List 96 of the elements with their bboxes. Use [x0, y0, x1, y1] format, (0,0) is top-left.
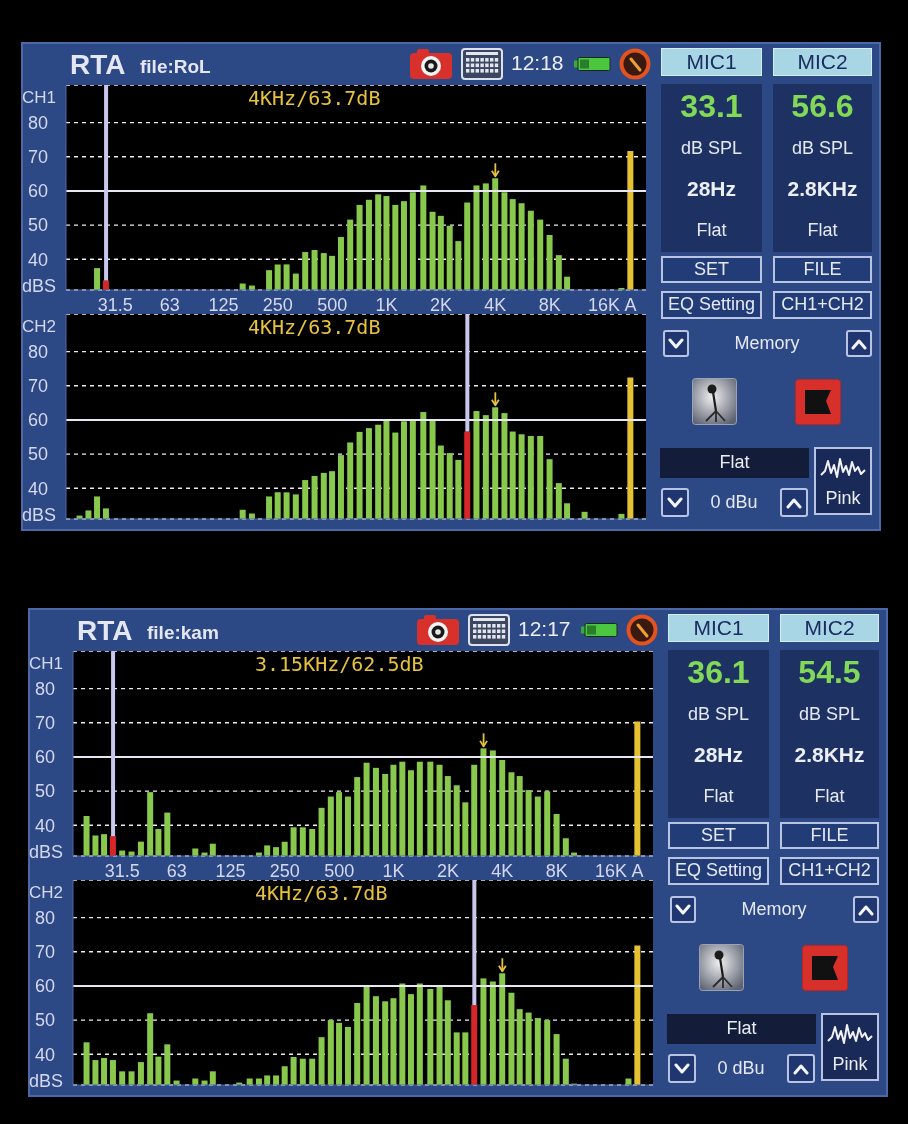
x-tick-label: A [624, 294, 637, 315]
x-tick-label: 125 [215, 860, 246, 881]
x-tick-label: A [631, 860, 644, 881]
chart-title: CH1 [29, 654, 64, 674]
text: dB SPL [680, 138, 743, 159]
chart-title: CH1 [22, 88, 57, 108]
text: dB SPL [791, 138, 854, 159]
x-tick-label: 31.5 [104, 860, 140, 881]
chart-title: CH2 [29, 883, 64, 903]
text: file:RoL [140, 55, 211, 79]
chart-title: CH2 [22, 317, 57, 337]
button: CH1+CH2 [780, 857, 879, 885]
y-tick-label: 80 [27, 112, 48, 133]
y-axis-title: dBS [22, 505, 57, 525]
x-tick-label: 16K [588, 294, 621, 315]
text: 56.6 [791, 88, 854, 125]
button: Pink [814, 447, 872, 515]
y-tick-label: 70 [27, 147, 48, 168]
y-tick-label: 50 [34, 1010, 55, 1031]
x-tick-label: 63 [166, 860, 187, 881]
annotation: 4KHz/63.7dB [248, 315, 381, 339]
y-tick-label: 80 [34, 678, 55, 699]
text: 0 dBu [710, 491, 758, 513]
annotation: 3.15KHz/62.5dB [255, 652, 424, 676]
y-tick-label: 40 [34, 1044, 55, 1065]
y-tick-label: 80 [27, 341, 48, 362]
text: dB SPL [798, 704, 861, 725]
y-tick-label: 40 [27, 249, 48, 270]
text: file:kam [147, 621, 219, 645]
text: Memory [741, 898, 807, 920]
text: 28Hz [693, 743, 744, 767]
x-tick-label: 63 [159, 294, 180, 315]
tab: MIC2 [780, 614, 879, 642]
button: Pink [821, 1013, 879, 1081]
text: 36.1 [687, 654, 750, 691]
y-axis-title: dBS [29, 1071, 64, 1091]
text: Flat [814, 786, 845, 807]
tab: MIC2 [773, 48, 872, 76]
tab: MIC1 [661, 48, 762, 76]
text: Flat [703, 786, 734, 807]
y-tick-label: 70 [34, 713, 55, 734]
y-tick-label: 50 [34, 781, 55, 802]
text: Memory [734, 332, 800, 354]
x-tick-label: 1K [382, 860, 405, 881]
button: SET [668, 822, 769, 849]
y-tick-label: 70 [34, 942, 55, 963]
text: 12:18 [511, 51, 564, 75]
button: EQ Setting [668, 857, 769, 885]
x-tick-label: 250 [269, 860, 300, 881]
y-tick-label: 40 [34, 815, 55, 836]
y-tick-label: 60 [34, 976, 55, 997]
y-tick-label: 60 [27, 181, 48, 202]
button: FILE [780, 822, 879, 849]
y-tick-label: 50 [27, 215, 48, 236]
x-tick-label: 500 [324, 860, 355, 881]
tab: MIC1 [668, 614, 769, 642]
x-tick-label: 8K [538, 294, 561, 315]
field: Flat [660, 448, 809, 478]
text: 2.8KHz [787, 177, 858, 201]
text: 54.5 [798, 654, 861, 691]
text: RTA [77, 614, 133, 648]
x-tick-label: 2K [436, 860, 459, 881]
text: 2.8KHz [794, 743, 865, 767]
y-tick-label: 70 [27, 376, 48, 397]
y-tick-label: 40 [27, 478, 48, 499]
text: 33.1 [680, 88, 743, 125]
x-tick-label: 31.5 [97, 294, 133, 315]
text: RTA [70, 48, 126, 82]
y-axis-title: dBS [22, 276, 57, 296]
y-tick-label: 60 [27, 410, 48, 431]
button: EQ Setting [661, 291, 762, 319]
annotation: 4KHz/63.7dB [255, 881, 388, 905]
x-tick-label: 500 [317, 294, 348, 315]
x-tick-label: 2K [429, 294, 452, 315]
text: dB SPL [687, 704, 750, 725]
text: Flat [807, 220, 838, 241]
field: Flat [667, 1014, 816, 1044]
button: CH1+CH2 [773, 291, 872, 319]
text: 28Hz [686, 177, 737, 201]
button: FILE [773, 256, 872, 283]
button: SET [661, 256, 762, 283]
x-tick-label: 250 [262, 294, 293, 315]
text: 12:17 [518, 617, 571, 641]
y-tick-label: 50 [27, 444, 48, 465]
x-tick-label: 8K [545, 860, 568, 881]
x-tick-label: 125 [208, 294, 239, 315]
text: 0 dBu [717, 1057, 765, 1079]
text: Flat [696, 220, 727, 241]
annotation: 4KHz/63.7dB [248, 86, 381, 110]
x-tick-label: 16K [595, 860, 628, 881]
y-tick-label: 80 [34, 907, 55, 928]
y-axis-title: dBS [29, 842, 64, 862]
y-tick-label: 60 [34, 747, 55, 768]
x-tick-label: 4K [491, 860, 514, 881]
x-tick-label: 4K [484, 294, 507, 315]
x-tick-label: 1K [375, 294, 398, 315]
